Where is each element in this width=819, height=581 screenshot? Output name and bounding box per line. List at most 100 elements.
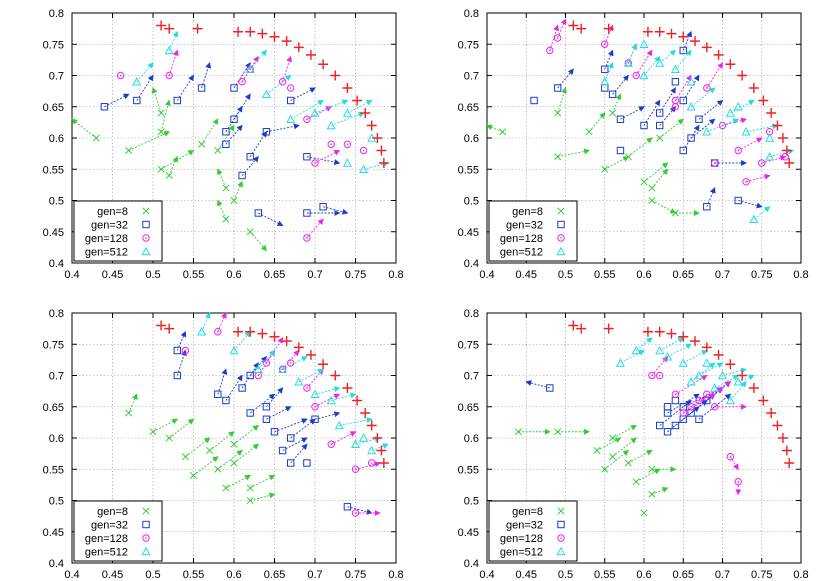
data-point — [741, 126, 751, 136]
arrow — [282, 55, 293, 82]
arrow — [249, 393, 276, 414]
arrow — [314, 386, 341, 395]
legend-marker — [557, 534, 565, 542]
x-tick-label: 0.55 — [594, 569, 615, 581]
data-point — [603, 323, 614, 334]
data-point — [359, 164, 369, 173]
data-point — [656, 121, 664, 130]
x-tick-label: 0.65 — [673, 569, 694, 581]
data-point — [359, 146, 368, 155]
data-point — [197, 326, 207, 336]
arrow — [706, 118, 740, 133]
arrow — [651, 200, 677, 214]
legend-label: gen=32 — [506, 520, 543, 532]
x-tick-label: 0.45 — [516, 269, 537, 281]
data-point — [233, 26, 244, 37]
data-point — [734, 196, 742, 205]
data-point — [164, 23, 175, 34]
data-point — [654, 26, 665, 37]
data-point — [330, 70, 341, 81]
x-tick-label: 0.7 — [715, 569, 730, 581]
arrow — [722, 367, 748, 376]
data-point — [269, 31, 280, 42]
data-point — [639, 39, 649, 48]
data-point — [671, 390, 680, 398]
data-point — [366, 420, 377, 431]
arrow — [290, 87, 316, 101]
legend-label: gen=128 — [500, 233, 543, 245]
data-point — [679, 96, 687, 105]
data-point — [157, 165, 165, 173]
legend-marker — [141, 246, 151, 256]
legend-marker — [141, 546, 151, 556]
data-point — [694, 370, 704, 380]
data-point — [303, 153, 311, 161]
arrow — [525, 380, 550, 389]
data-point — [311, 415, 319, 423]
data-point — [603, 23, 614, 34]
data-point — [553, 34, 562, 42]
data-point — [777, 133, 788, 143]
data-point — [632, 478, 640, 486]
data-point — [173, 346, 182, 355]
data-point — [378, 158, 389, 168]
data-point — [648, 490, 656, 498]
legend-label: gen=8 — [97, 506, 128, 518]
data-point — [713, 49, 724, 60]
arrow — [217, 449, 243, 470]
arrow — [682, 74, 700, 101]
data-point — [368, 459, 376, 467]
y-tick-label: 0.4 — [49, 258, 64, 270]
arrow — [249, 49, 268, 70]
data-point — [360, 108, 371, 118]
data-point — [499, 128, 507, 136]
data-point — [648, 465, 656, 473]
x-tick-label: 0.4 — [479, 269, 494, 281]
y-tick-label: 0.6 — [464, 433, 479, 445]
data-point — [687, 403, 695, 411]
data-point — [156, 20, 167, 31]
y-tick-label: 0.8 — [49, 8, 64, 20]
arrow — [274, 418, 308, 433]
data-point — [632, 71, 640, 80]
y-tick-label: 0.7 — [49, 71, 64, 83]
series-gen-512 — [197, 312, 389, 455]
arrow — [675, 399, 708, 426]
data-point — [287, 96, 295, 105]
data-point — [233, 326, 244, 337]
arrow — [738, 374, 755, 383]
legend-label: gen=512 — [500, 547, 543, 559]
data-point — [781, 445, 792, 456]
arrow — [168, 30, 179, 51]
data-point — [530, 96, 538, 105]
x-tick-label: 0.6 — [636, 269, 651, 281]
x-tick-label: 0.6 — [226, 269, 241, 281]
arrow — [355, 436, 381, 445]
arrow — [363, 161, 389, 170]
data-point — [222, 128, 230, 136]
data-point — [246, 484, 254, 492]
data-point — [156, 320, 167, 331]
arrow — [730, 380, 747, 401]
arrow — [217, 368, 228, 395]
arrow — [667, 406, 700, 433]
arrow — [355, 461, 381, 470]
arrow — [217, 168, 227, 189]
data-point — [766, 408, 777, 418]
arrow — [347, 506, 373, 515]
data-point — [293, 42, 304, 53]
data-point — [367, 445, 377, 455]
y-tick-label: 0.65 — [458, 102, 479, 114]
arrow — [314, 99, 349, 114]
data-point — [222, 396, 230, 405]
legend-marker — [142, 534, 150, 542]
arrow — [635, 49, 653, 76]
series-gen-8 — [514, 425, 677, 517]
data-point — [678, 331, 689, 342]
data-point — [701, 342, 712, 353]
data-point — [701, 42, 712, 53]
y-tick-label: 0.45 — [458, 527, 479, 539]
y-tick-label: 0.8 — [464, 8, 479, 20]
